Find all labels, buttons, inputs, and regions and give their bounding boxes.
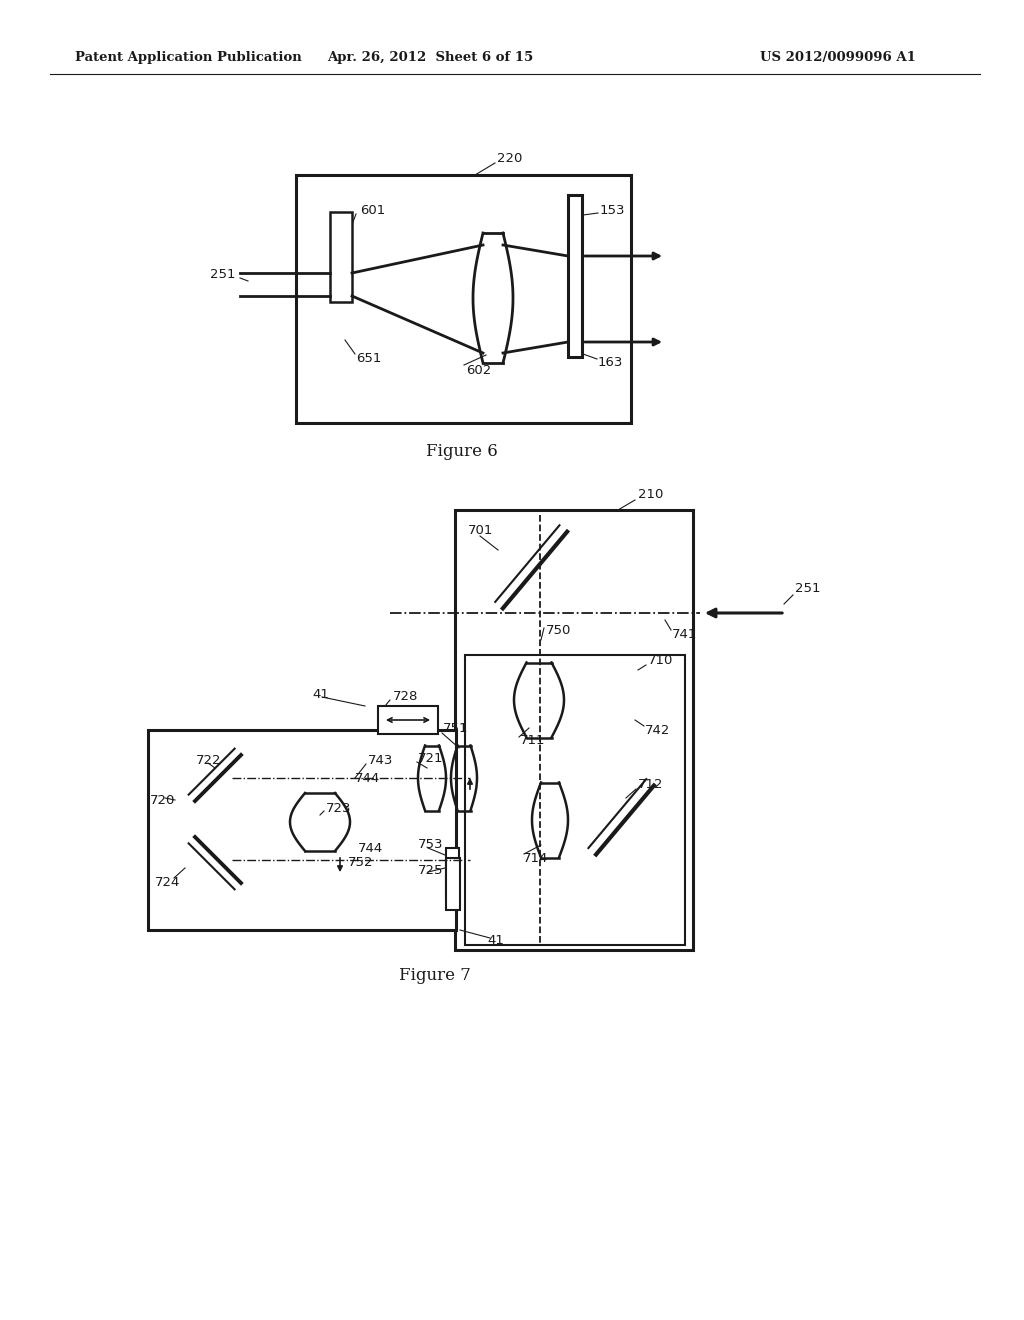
Text: 744: 744 xyxy=(358,842,383,854)
Text: 725: 725 xyxy=(418,863,443,876)
Text: 251: 251 xyxy=(210,268,236,281)
Text: 41: 41 xyxy=(312,689,329,701)
Text: 723: 723 xyxy=(326,801,351,814)
Text: 601: 601 xyxy=(360,203,385,216)
Text: 741: 741 xyxy=(672,628,697,642)
Text: 752: 752 xyxy=(348,855,374,869)
Text: Figure 6: Figure 6 xyxy=(426,444,498,461)
Text: US 2012/0099096 A1: US 2012/0099096 A1 xyxy=(760,51,915,65)
Text: 743: 743 xyxy=(368,754,393,767)
Bar xyxy=(148,730,456,931)
Text: 210: 210 xyxy=(638,488,664,502)
Text: Figure 7: Figure 7 xyxy=(399,966,471,983)
Text: 701: 701 xyxy=(468,524,494,536)
Text: Apr. 26, 2012  Sheet 6 of 15: Apr. 26, 2012 Sheet 6 of 15 xyxy=(327,51,534,65)
Bar xyxy=(568,195,582,356)
Text: Patent Application Publication: Patent Application Publication xyxy=(75,51,302,65)
Bar xyxy=(378,706,438,734)
Text: 220: 220 xyxy=(497,152,522,165)
Text: 714: 714 xyxy=(523,851,549,865)
Text: 753: 753 xyxy=(418,838,443,851)
Text: 710: 710 xyxy=(648,653,674,667)
Text: 712: 712 xyxy=(638,777,664,791)
Text: 728: 728 xyxy=(393,690,419,704)
Bar xyxy=(455,510,693,950)
Bar xyxy=(446,858,460,909)
Text: 722: 722 xyxy=(196,754,221,767)
Text: 720: 720 xyxy=(150,793,175,807)
Text: 742: 742 xyxy=(645,723,671,737)
Bar xyxy=(296,176,631,422)
Text: 744: 744 xyxy=(355,771,380,784)
Bar xyxy=(330,213,352,302)
Text: 163: 163 xyxy=(598,355,624,368)
Text: 724: 724 xyxy=(155,875,180,888)
Text: 750: 750 xyxy=(546,623,571,636)
Text: 251: 251 xyxy=(795,582,820,594)
Text: 721: 721 xyxy=(418,751,443,764)
Text: 602: 602 xyxy=(466,363,492,376)
Bar xyxy=(465,655,685,945)
Text: 711: 711 xyxy=(520,734,546,747)
Bar xyxy=(446,847,459,898)
Text: 751: 751 xyxy=(443,722,469,735)
Text: 153: 153 xyxy=(600,203,626,216)
Text: 651: 651 xyxy=(356,351,381,364)
Text: 41: 41 xyxy=(487,933,504,946)
